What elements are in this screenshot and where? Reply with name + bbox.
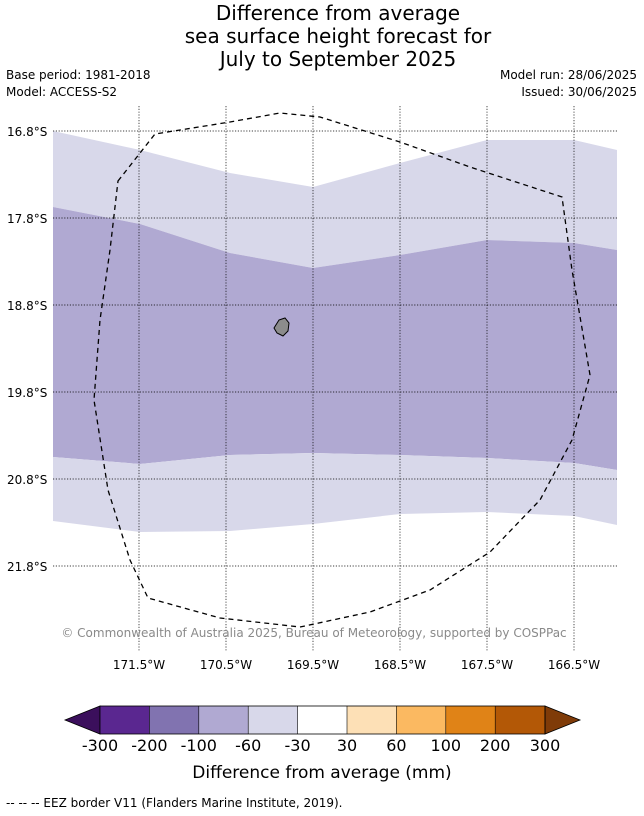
colorbar-label: 200	[480, 736, 511, 755]
colorbar-label: -100	[181, 736, 217, 755]
colorbar-label: 30	[337, 736, 357, 755]
band-light-bottom	[53, 453, 617, 532]
colorbar-swatch	[198, 706, 249, 734]
lon-label: 166.5°W	[548, 658, 600, 672]
colorbar-swatch	[495, 706, 545, 734]
band-medium	[53, 207, 617, 470]
colorbar-label: -60	[235, 736, 261, 755]
colorbar-swatch	[297, 706, 347, 734]
lon-label: 169.5°W	[287, 658, 339, 672]
lat-label: 19.8°S	[7, 386, 47, 400]
lat-label: 21.8°S	[7, 560, 47, 574]
lat-label: 16.8°S	[7, 125, 47, 139]
model-run: Model run: 28/06/2025	[499, 68, 637, 82]
colorbar-extend-left	[63, 705, 101, 735]
colorbar-dividers	[149, 706, 496, 734]
colorbar-swatch	[347, 706, 397, 734]
colorbar-labels: -300 -200 -100 -60 -30 30 60 100 200 300	[82, 736, 560, 755]
colorbar-label: -200	[131, 736, 167, 755]
colorbar-title: Difference from average (mm)	[192, 763, 451, 783]
eez-legend-note: -- -- -- EEZ border V11 (Flanders Marine…	[6, 796, 343, 810]
colorbar-swatch	[445, 706, 496, 734]
title-line-2: sea surface height forecast for	[184, 24, 492, 48]
colorbar-swatch	[396, 706, 446, 734]
title-line-1: Difference from average	[215, 1, 461, 25]
issued-date: Issued: 30/06/2025	[521, 85, 637, 99]
colorbar-extend-right	[544, 705, 582, 735]
colorbar-swatch	[248, 706, 298, 734]
copyright-notice: © Commonwealth of Australia 2025, Bureau…	[61, 626, 566, 640]
meta-left: Base period: 1981-2018 Model: ACCESS-S2	[6, 67, 151, 101]
map-title: Difference from average sea surface heig…	[0, 2, 644, 71]
colorbar-label: -30	[285, 736, 311, 755]
colorbar-label: 60	[386, 736, 406, 755]
lon-labels: 171.5°W 170.5°W 169.5°W 168.5°W 167.5°W …	[113, 658, 600, 672]
colorbar	[63, 705, 582, 735]
lat-label: 17.8°S	[7, 212, 47, 226]
lon-label: 167.5°W	[461, 658, 513, 672]
colorbar-label: 100	[431, 736, 462, 755]
title-line-3: July to September 2025	[219, 47, 457, 71]
band-light-top	[53, 131, 617, 268]
meta-right: Model run: 28/06/2025 Issued: 30/06/2025	[500, 67, 637, 101]
lon-label: 170.5°W	[200, 658, 252, 672]
lat-label: 20.8°S	[7, 473, 47, 487]
colorbar-swatch	[100, 706, 150, 734]
island-land	[273, 317, 290, 337]
colorbar-frame	[99, 705, 546, 735]
lat-label: 18.8°S	[7, 299, 47, 313]
lon-label: 168.5°W	[374, 658, 426, 672]
lat-labels: 16.8°S 17.8°S 18.8°S 19.8°S 20.8°S 21.8°…	[7, 125, 47, 574]
base-period: Base period: 1981-2018	[6, 68, 151, 82]
colorbar-label: -300	[82, 736, 118, 755]
map-field	[53, 131, 617, 532]
colorbar-label: 300	[530, 736, 561, 755]
eez-border	[93, 112, 591, 628]
lon-label: 171.5°W	[113, 658, 165, 672]
colorbar-swatch	[149, 706, 199, 734]
model-name: Model: ACCESS-S2	[6, 85, 118, 99]
